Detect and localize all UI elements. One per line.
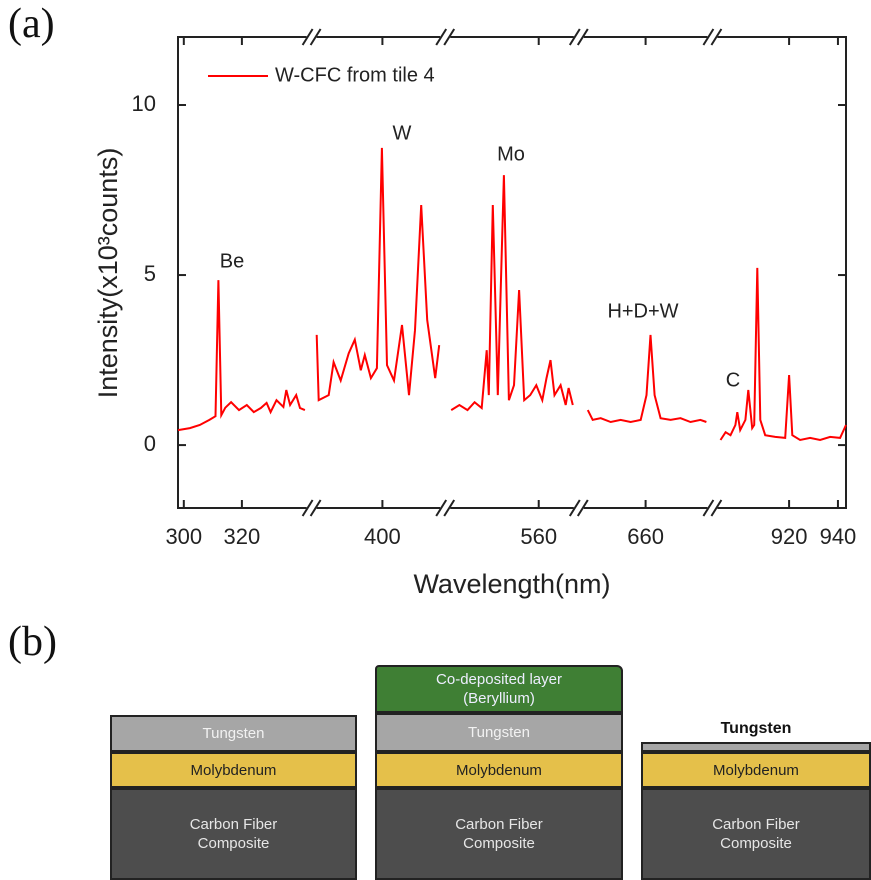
axis-break-gap bbox=[707, 33, 718, 41]
layer: Molybdenum bbox=[641, 752, 871, 788]
axis-break bbox=[702, 499, 715, 517]
y-tick-label: 0 bbox=[144, 431, 156, 456]
axis-break-gap bbox=[573, 33, 584, 41]
panel-label: (a) bbox=[8, 1, 55, 47]
layer: Carbon Fiber Composite bbox=[110, 788, 357, 880]
layer bbox=[641, 742, 871, 752]
peak-label: C bbox=[726, 369, 740, 391]
x-tick-label: 560 bbox=[520, 524, 557, 549]
legend-label: W-CFC from tile 4 bbox=[275, 64, 435, 86]
y-tick-label: 5 bbox=[144, 261, 156, 286]
axis-break bbox=[576, 499, 589, 517]
chart: Intensity(x10³counts) Wavelength(nm) 0 5 1… bbox=[93, 28, 857, 599]
peak-label: H+D+W bbox=[607, 300, 678, 322]
axis-break bbox=[443, 499, 456, 517]
peak-label: Be bbox=[220, 250, 244, 272]
axis-break bbox=[568, 28, 581, 46]
axis-break bbox=[435, 28, 448, 46]
layer: Molybdenum bbox=[375, 752, 623, 788]
axis-break bbox=[702, 28, 715, 46]
axis-break bbox=[309, 28, 322, 46]
peak-label: Mo bbox=[497, 143, 525, 165]
axis-break bbox=[710, 28, 723, 46]
spectrum-line bbox=[177, 280, 306, 432]
layer-label: Tungsten bbox=[720, 720, 792, 737]
axis-break bbox=[443, 28, 456, 46]
y-tick-label: 10 bbox=[132, 91, 156, 116]
layer: Molybdenum bbox=[110, 752, 357, 788]
y-axis-label: Intensity(x10³counts) bbox=[93, 148, 123, 399]
axis-break bbox=[568, 499, 581, 517]
axis-break-gap bbox=[707, 504, 718, 512]
axis-break-gap bbox=[306, 33, 317, 41]
axis-break-gap bbox=[440, 33, 451, 41]
x-tick-label: 660 bbox=[627, 524, 664, 549]
panel-label: (b) bbox=[8, 619, 57, 665]
axis-break bbox=[301, 499, 314, 517]
layer: Co-deposited layer (Beryllium) bbox=[375, 665, 623, 713]
spectrum-line bbox=[586, 334, 707, 424]
layer: Tungsten bbox=[110, 715, 357, 752]
axis-break bbox=[710, 499, 723, 517]
layer: Carbon Fiber Composite bbox=[641, 788, 871, 880]
plot-frame bbox=[177, 36, 847, 509]
x-tick-label: 300 bbox=[165, 524, 202, 549]
axis-break bbox=[435, 499, 448, 517]
layer: Tungsten bbox=[375, 713, 623, 752]
axis-break bbox=[309, 499, 322, 517]
x-tick-label: 400 bbox=[364, 524, 401, 549]
axis-break-gap bbox=[440, 504, 451, 512]
axis-break-gap bbox=[573, 504, 584, 512]
x-axis-label: Wavelength(nm) bbox=[413, 569, 610, 599]
x-tick-label: 320 bbox=[224, 524, 261, 549]
axis-break bbox=[301, 28, 314, 46]
spectrum-line bbox=[315, 147, 441, 402]
peak-label: W bbox=[393, 122, 412, 144]
x-tick-label: 920 bbox=[771, 524, 808, 549]
axis-break bbox=[576, 28, 589, 46]
x-tick-label: 940 bbox=[820, 524, 857, 549]
spectrum-line bbox=[719, 267, 847, 442]
spectrum-line bbox=[450, 175, 574, 412]
axis-break-gap bbox=[306, 504, 317, 512]
layer: Carbon Fiber Composite bbox=[375, 788, 623, 880]
